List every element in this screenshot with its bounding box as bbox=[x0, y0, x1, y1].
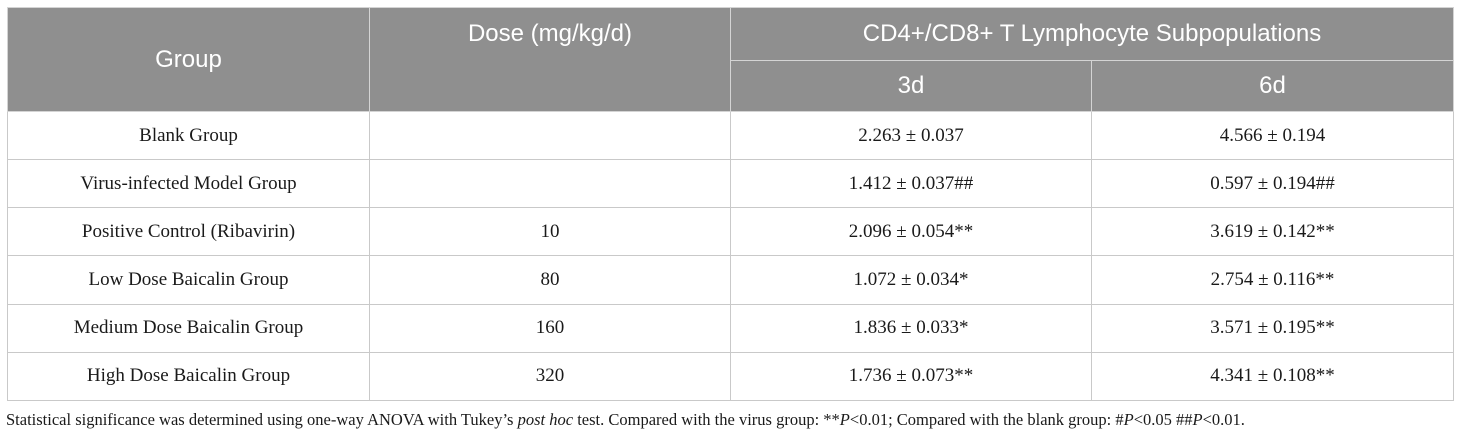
cell-3d: 1.072 ± 0.034* bbox=[730, 255, 1092, 305]
cell-group: High Dose Baicalin Group bbox=[7, 351, 370, 402]
cell-group: Positive Control (Ribavirin) bbox=[7, 207, 370, 257]
table-header: Group Dose (mg/kg/d) CD4+/CD8+ T Lymphoc… bbox=[7, 7, 1454, 112]
cell-group: Low Dose Baicalin Group bbox=[7, 255, 370, 305]
header-6d: 6d bbox=[1091, 60, 1454, 112]
cell-dose: 10 bbox=[369, 207, 731, 257]
footnote-text-2: test. Compared with the virus group: ** bbox=[573, 410, 840, 429]
cell-6d: 0.597 ± 0.194## bbox=[1091, 159, 1454, 209]
table-row: Blank Group 2.263 ± 0.037 4.566 ± 0.194 bbox=[7, 110, 1454, 161]
table-row: Virus-infected Model Group 1.412 ± 0.037… bbox=[7, 159, 1454, 209]
footnote-p-symbol: P bbox=[839, 410, 850, 429]
footnote-text-3: <0.01; Compared with the blank group: # bbox=[849, 410, 1124, 429]
header-group: Group bbox=[7, 7, 370, 112]
footnote-text-5: <0.01. bbox=[1202, 410, 1245, 429]
cell-3d: 1.412 ± 0.037## bbox=[730, 159, 1092, 209]
cell-3d: 1.836 ± 0.033* bbox=[730, 303, 1092, 353]
header-dose: Dose (mg/kg/d) bbox=[369, 7, 731, 112]
cell-group: Medium Dose Baicalin Group bbox=[7, 303, 370, 353]
header-subpopulations: CD4+/CD8+ T Lymphocyte Subpopulations bbox=[730, 7, 1454, 61]
table-row: Medium Dose Baicalin Group 160 1.836 ± 0… bbox=[7, 303, 1454, 353]
cell-dose bbox=[369, 110, 731, 161]
cell-dose bbox=[369, 159, 731, 209]
table-row: Low Dose Baicalin Group 80 1.072 ± 0.034… bbox=[7, 255, 1454, 305]
table-body: Blank Group 2.263 ± 0.037 4.566 ± 0.194 … bbox=[7, 110, 1454, 402]
cell-dose: 80 bbox=[369, 255, 731, 305]
footnote-text-1: Statistical significance was determined … bbox=[6, 410, 518, 429]
cell-6d: 2.754 ± 0.116** bbox=[1091, 255, 1454, 305]
table-footnote: Statistical significance was determined … bbox=[6, 410, 1245, 430]
footnote-text-4: <0.05 ## bbox=[1133, 410, 1193, 429]
cell-6d: 4.341 ± 0.108** bbox=[1091, 351, 1454, 402]
cell-3d: 1.736 ± 0.073** bbox=[730, 351, 1092, 402]
table-row: High Dose Baicalin Group 320 1.736 ± 0.0… bbox=[7, 351, 1454, 402]
footnote-italic-post-hoc: post hoc bbox=[517, 410, 574, 429]
cell-6d: 4.566 ± 0.194 bbox=[1091, 110, 1454, 161]
cell-group: Blank Group bbox=[7, 110, 370, 161]
cell-group: Virus-infected Model Group bbox=[7, 159, 370, 209]
cell-dose: 320 bbox=[369, 351, 731, 402]
footnote-p-symbol: P bbox=[1192, 410, 1203, 429]
cell-3d: 2.096 ± 0.054** bbox=[730, 207, 1092, 257]
header-3d: 3d bbox=[730, 60, 1092, 112]
cell-6d: 3.571 ± 0.195** bbox=[1091, 303, 1454, 353]
footnote-p-symbol: P bbox=[1123, 410, 1134, 429]
cell-dose: 160 bbox=[369, 303, 731, 353]
data-table: Group Dose (mg/kg/d) CD4+/CD8+ T Lymphoc… bbox=[7, 7, 1454, 402]
cell-6d: 3.619 ± 0.142** bbox=[1091, 207, 1454, 257]
table-row: Positive Control (Ribavirin) 10 2.096 ± … bbox=[7, 207, 1454, 257]
cell-3d: 2.263 ± 0.037 bbox=[730, 110, 1092, 161]
